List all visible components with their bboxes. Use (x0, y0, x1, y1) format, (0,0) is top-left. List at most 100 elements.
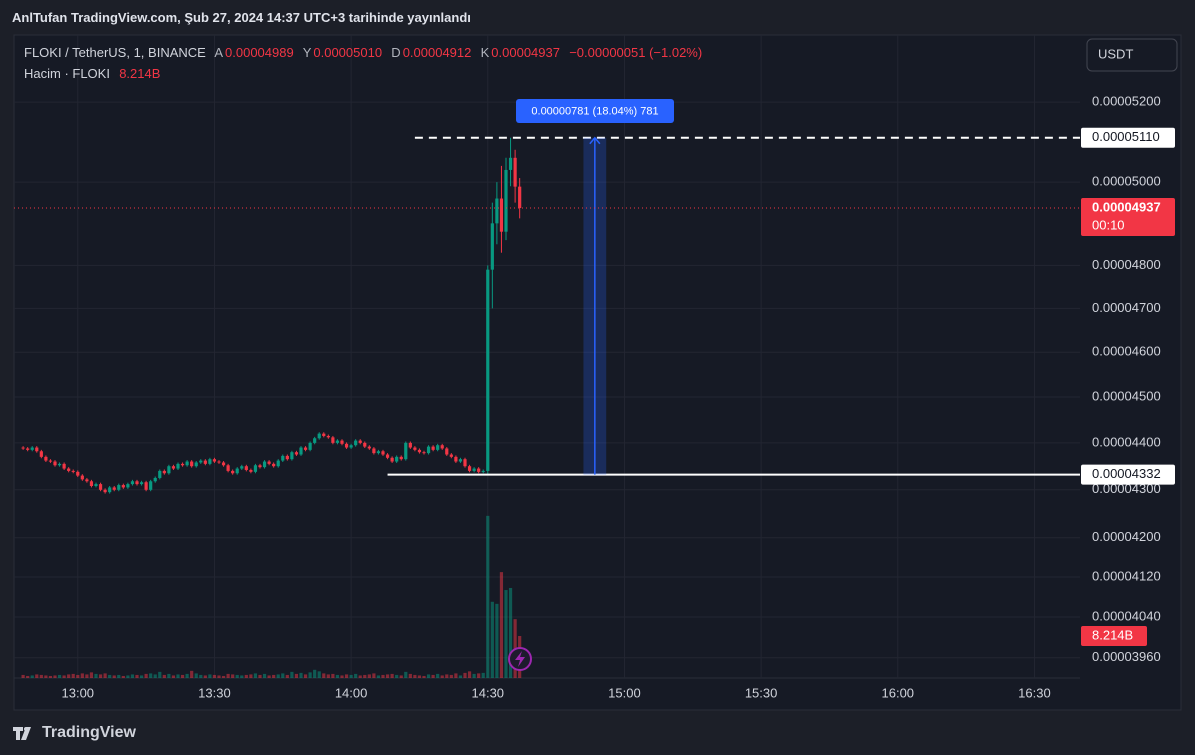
currency[interactable]: USDT (1098, 46, 1133, 61)
measure-arrowhead (589, 136, 601, 145)
volume-bar (35, 674, 39, 678)
volume-bar (199, 674, 203, 678)
volume-bar (331, 673, 335, 678)
candle-body (262, 461, 267, 468)
price-badge-label: 0.00005110 (1092, 129, 1160, 144)
volume-bar (21, 674, 25, 678)
candle-body (354, 440, 358, 446)
candle-body (426, 446, 431, 454)
candle-body (431, 446, 435, 450)
volume-bar (121, 675, 125, 678)
volume-bar (53, 675, 57, 678)
volume-bar (499, 572, 504, 678)
x-tick-label: 14:30 (472, 685, 505, 700)
volume-bar (158, 671, 162, 678)
volume-bar (176, 674, 180, 678)
volume-bar (171, 675, 176, 678)
candle-body (112, 487, 116, 490)
candle-body (395, 456, 399, 462)
volume-bar (417, 675, 422, 678)
volume-bar (354, 673, 358, 678)
publisher: AnlTufan TradingView.com, Şub 27, 2024 1… (12, 10, 471, 25)
candle-body (149, 481, 153, 490)
candle-body (30, 447, 34, 450)
candle-body (162, 470, 166, 474)
volume-legend-label: Hacim · FLOKI (24, 66, 110, 81)
candle-body (308, 442, 312, 450)
volume-bar (299, 672, 303, 678)
candle-body (144, 482, 148, 490)
volume-bar (285, 674, 289, 678)
volume-bar (408, 673, 412, 678)
candle-body (413, 447, 417, 450)
candle-body (208, 459, 212, 464)
volume-bar (436, 673, 440, 678)
change: −0.00000051 (−1.02%) (569, 45, 703, 60)
candle-body (121, 485, 125, 488)
chart-frame (13, 34, 1182, 711)
volume-bar (39, 674, 43, 678)
volume-bar (385, 674, 390, 678)
candle-body (422, 452, 426, 454)
volume-bar (303, 674, 308, 678)
candle-body (167, 466, 171, 474)
candle-body (367, 446, 371, 449)
plot: 0.00005200 0.00005000 0.00004800 0.00004700… (14, 35, 1175, 700)
candle-body (153, 477, 157, 482)
volume-legend-value: 8.214B (119, 66, 161, 81)
ohlc-key: K (480, 45, 490, 60)
candle-body (440, 445, 444, 449)
candle-body (290, 452, 294, 460)
volume-bar (103, 673, 107, 678)
volume-bar (486, 515, 490, 678)
measure-label-bg (516, 99, 674, 123)
volume-bar (126, 675, 130, 678)
candle-body (495, 198, 499, 224)
last-price-label: 0.00004937 (1092, 199, 1161, 214)
candle-body (508, 157, 513, 170)
volume-bar (208, 674, 212, 678)
candle-body (349, 445, 353, 448)
y-tick-label: 0.00003960 (1092, 649, 1161, 664)
volume-bar (308, 672, 312, 678)
currency-button[interactable] (1086, 38, 1178, 72)
price-badge-label: 0.00004332 (1092, 466, 1161, 481)
x-tick-label: 13:30 (198, 685, 231, 700)
volume-bar (477, 673, 481, 678)
volume-legend: Hacim · FLOKI 8.214B (24, 66, 162, 81)
volume-bar (217, 675, 221, 678)
candle-body (89, 481, 94, 486)
volume-bar (85, 674, 89, 678)
candle-body (467, 466, 472, 471)
candle-body (472, 468, 476, 471)
volume-bar (463, 672, 467, 678)
candle-body (135, 481, 139, 485)
ohlc-value: 0.00004989 (225, 45, 294, 60)
volume-bar (276, 674, 280, 678)
candle-body (303, 447, 308, 450)
y-tick-label: 0.00004800 (1092, 257, 1161, 272)
price-badge (1081, 464, 1175, 485)
candle-body (185, 461, 189, 466)
candle-body (117, 485, 121, 490)
volume-bar (395, 674, 399, 678)
x-tick-label: 13:00 (62, 685, 95, 700)
candle-body (67, 468, 71, 471)
candle-body (294, 452, 299, 455)
volume-bar (44, 675, 48, 678)
candle-body (44, 456, 48, 461)
candle-body (235, 468, 239, 474)
volume-bar (490, 601, 494, 678)
candle-body (404, 442, 408, 460)
volume-bar (180, 674, 185, 678)
candle-body (445, 448, 449, 455)
last-price-badge (1081, 198, 1175, 237)
volume-bar (80, 673, 84, 678)
event-icon-bolt (515, 651, 525, 667)
volume-bar (30, 675, 34, 678)
volume-bar (130, 674, 135, 678)
volume-bar (422, 675, 426, 678)
x-tick-label: 15:00 (608, 685, 641, 700)
logo-dot (24, 727, 28, 731)
